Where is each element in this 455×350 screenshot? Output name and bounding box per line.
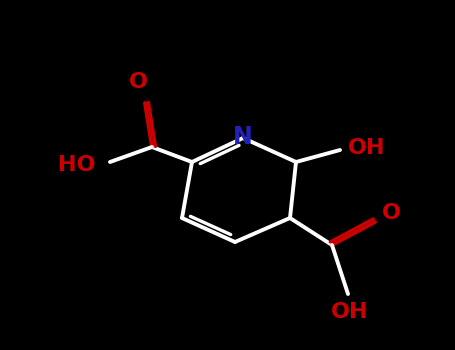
Text: OH: OH	[331, 302, 369, 322]
Text: HO: HO	[59, 155, 96, 175]
Text: OH: OH	[348, 138, 385, 158]
Text: O: O	[382, 203, 401, 223]
Text: N: N	[233, 125, 253, 149]
Text: O: O	[128, 72, 147, 92]
